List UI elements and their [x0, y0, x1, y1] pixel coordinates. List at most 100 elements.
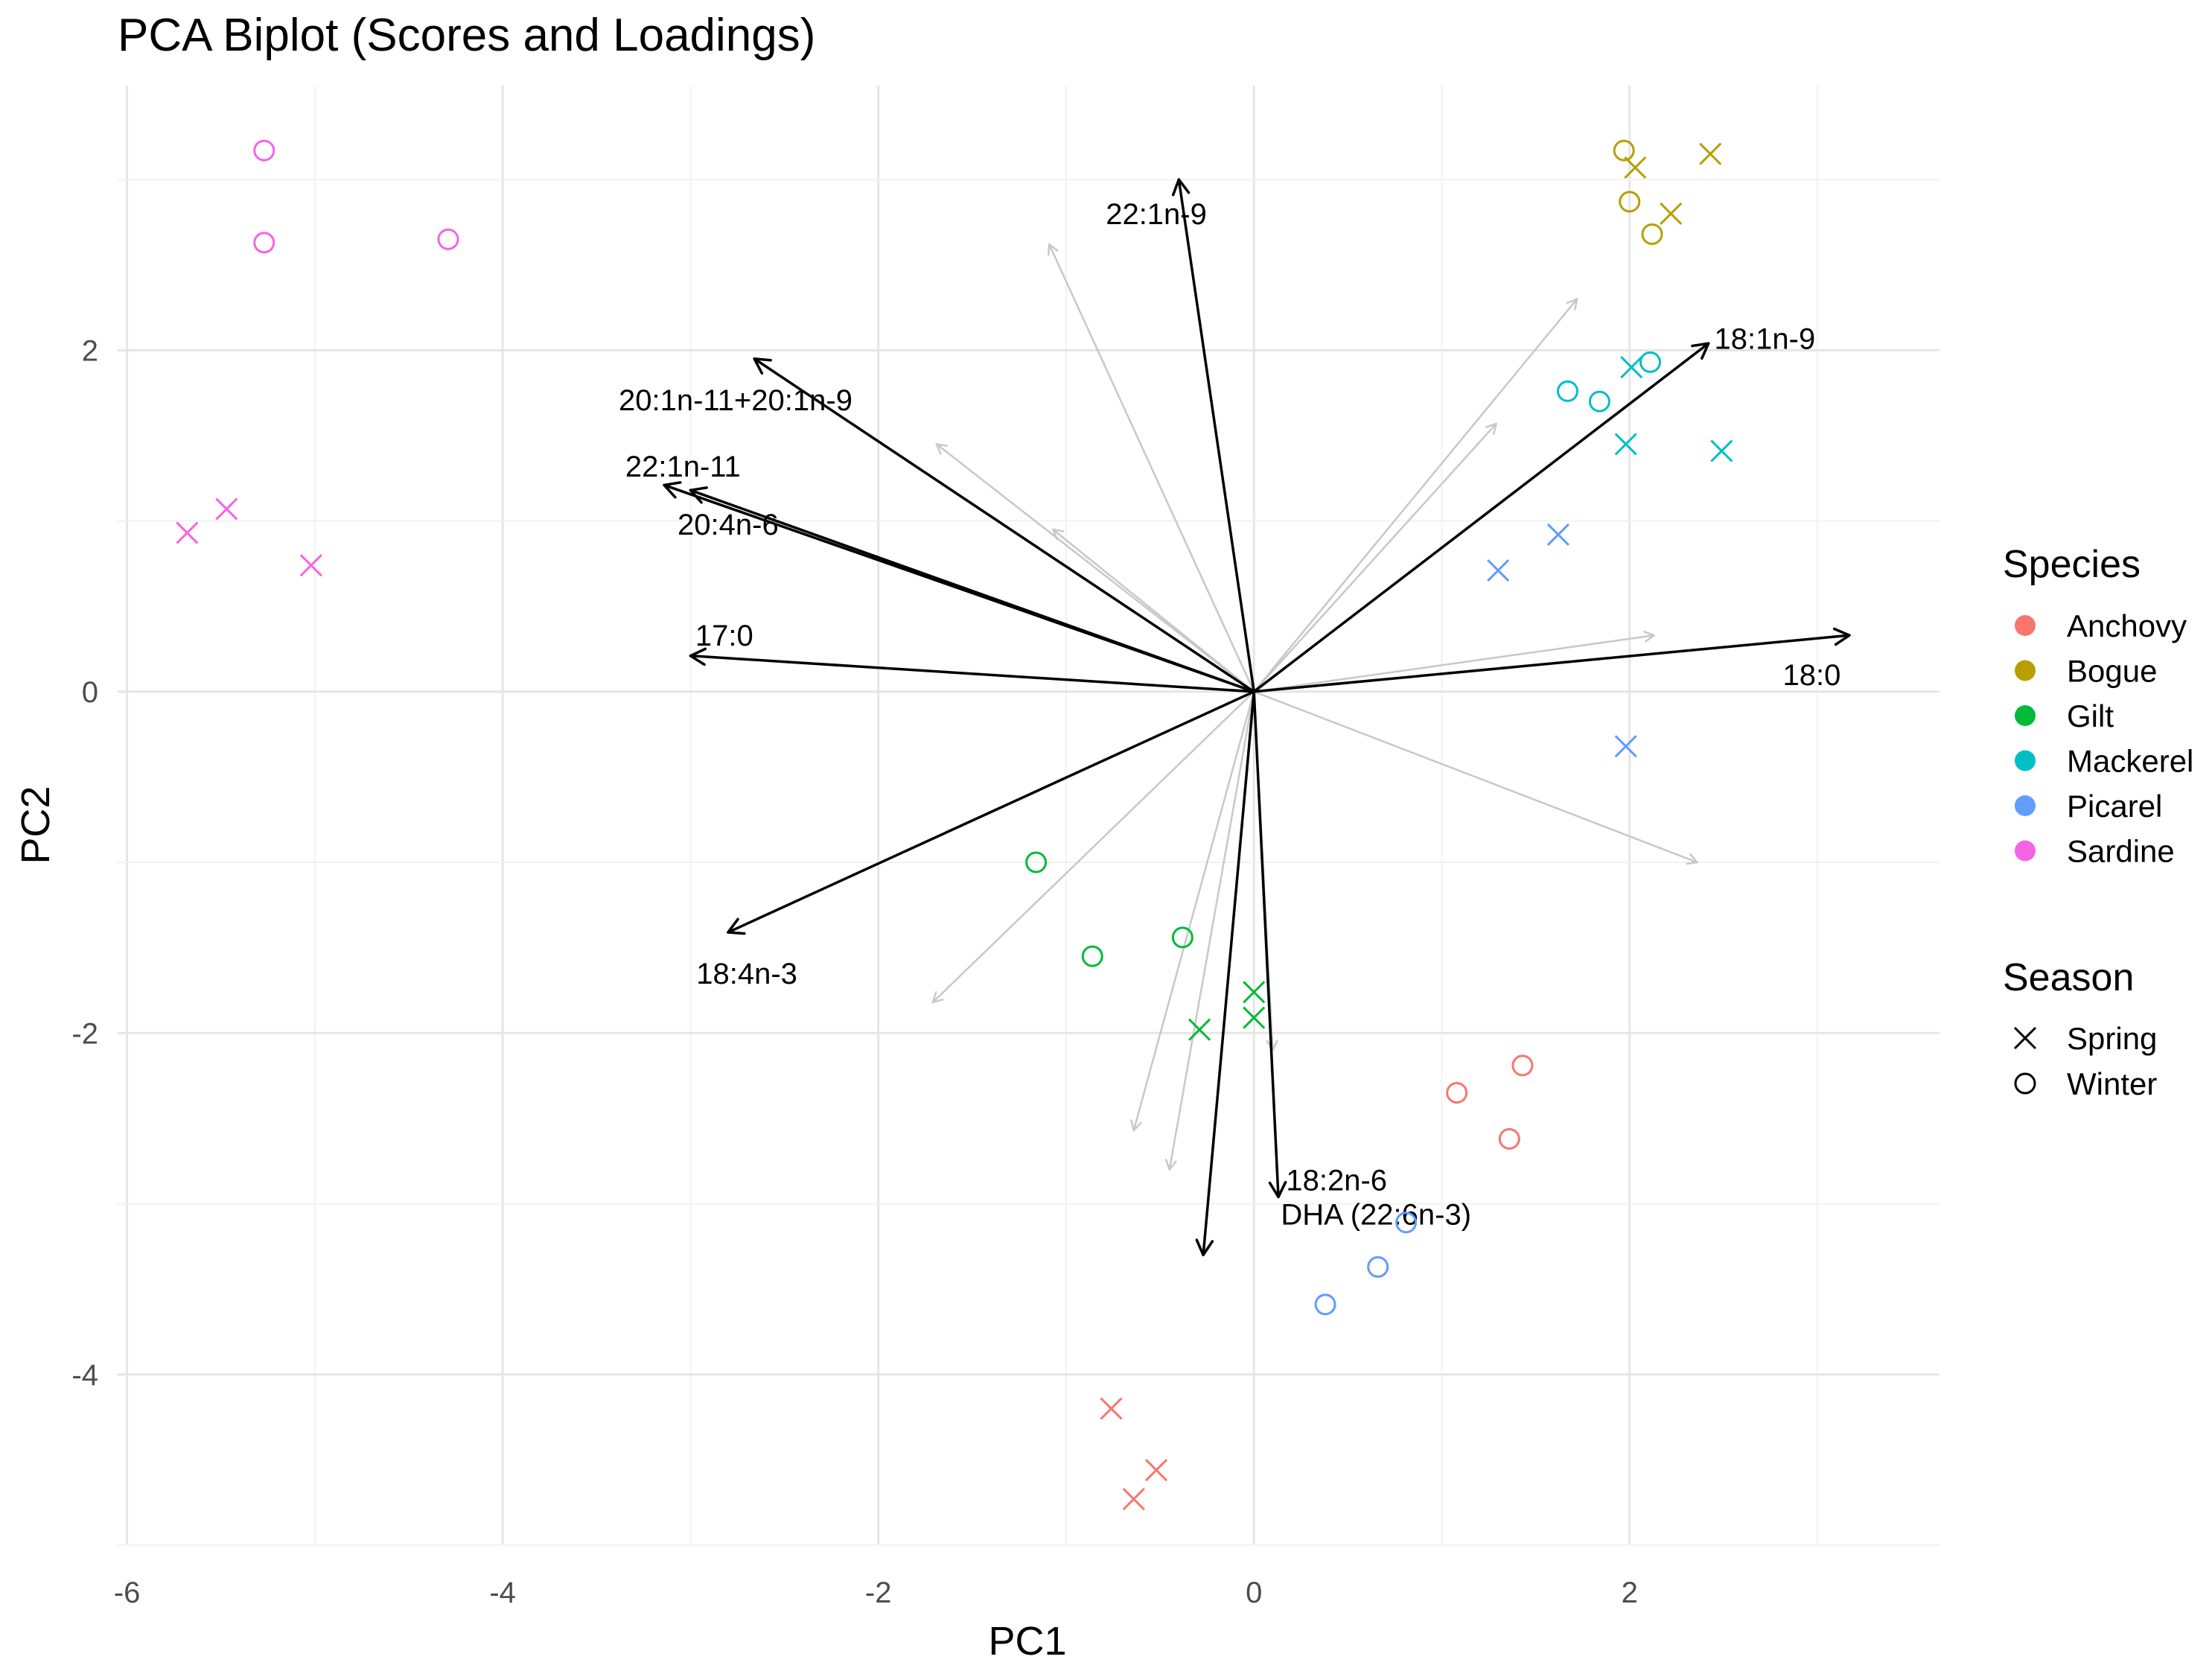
- legend-season-items: Spring Winter: [2013, 1021, 2157, 1101]
- legend-label-anchovy: Anchovy: [2067, 608, 2187, 643]
- score-point-sardine: [437, 228, 459, 250]
- loading-arrow-head: [1691, 342, 1710, 360]
- score-point-gilt: [1025, 851, 1048, 873]
- legend-label-spring: Spring: [2067, 1021, 2157, 1056]
- legend-label-bogue: Bogue: [2067, 654, 2157, 689]
- legend-species-items: Anchovy Bogue Gilt Mackerel Picarel Sardine: [2015, 608, 2193, 869]
- loading-arrow: [753, 357, 1255, 693]
- loading-label: 18:4n-3: [696, 958, 797, 990]
- y-tick-label: 0: [82, 676, 98, 709]
- loading-arrow-minor: [1252, 690, 1698, 864]
- grid: [118, 86, 1940, 1546]
- loading-arrow: [1202, 690, 1255, 1257]
- loading-arrow-head: [1268, 1180, 1287, 1199]
- score-point-picarel: [1487, 558, 1510, 582]
- loading-arrow-head: [753, 357, 772, 375]
- legend-swatch-anchovy: [2015, 615, 2036, 636]
- score-point-bogue: [1624, 156, 1647, 179]
- loading-arrow-head: [727, 917, 746, 935]
- loading-arrow-minor-head: [1052, 528, 1065, 541]
- loading-arrow: [1252, 690, 1280, 1199]
- legend-swatch-mackerel: [2015, 750, 2036, 771]
- score-point-anchovy: [1122, 1488, 1145, 1511]
- loading-arrow-minor-head: [1164, 1159, 1177, 1171]
- loading-arrow-head: [1832, 627, 1851, 646]
- legend-label-gilt: Gilt: [2067, 698, 2114, 733]
- x-tick-label: 0: [1246, 1576, 1262, 1609]
- legend-label-winter: Winter: [2067, 1066, 2157, 1101]
- x-axis-title: PC1: [988, 1619, 1066, 1664]
- y-tick-label: -2: [71, 1017, 98, 1050]
- score-point-gilt: [1171, 926, 1193, 949]
- score-point-anchovy: [1498, 1127, 1520, 1150]
- loading-arrow-minor-head: [1130, 1119, 1142, 1132]
- score-point-sardine: [253, 232, 275, 254]
- score-point-mackerel: [1588, 390, 1610, 413]
- legend-label-sardine: Sardine: [2067, 834, 2175, 869]
- score-point-picarel: [1546, 523, 1569, 546]
- loading-label: 22:1n-11: [625, 451, 741, 483]
- loading-arrow-minor-head: [935, 443, 948, 455]
- chart-title: PCA Biplot (Scores and Loadings): [118, 10, 815, 61]
- loading-arrow: [689, 654, 1255, 693]
- loading-arrow-minor-head: [1485, 422, 1497, 435]
- y-tick-label: 2: [82, 334, 98, 367]
- loading-arrow: [1177, 178, 1255, 693]
- x-tick-label: -2: [865, 1576, 892, 1609]
- loading-arrow-minor: [1052, 528, 1255, 693]
- score-point-gilt: [1243, 981, 1266, 1004]
- x-tick-label: -6: [114, 1576, 141, 1609]
- loading-label: 20:4n-6: [678, 509, 779, 541]
- loading-label: 18:0: [1783, 659, 1841, 692]
- score-point-gilt: [1188, 1018, 1211, 1041]
- loading-arrow: [727, 690, 1255, 934]
- unlabeled-loadings: [931, 243, 1698, 1171]
- x-tick-label: 2: [1622, 1576, 1638, 1609]
- score-point-sardine: [299, 554, 322, 577]
- y-tick-label: -4: [71, 1359, 98, 1392]
- score-point-bogue: [1619, 191, 1641, 213]
- y-axis-title: PC2: [13, 786, 58, 864]
- legend-species-title: Species: [2003, 543, 2141, 586]
- loading-arrow-minor-head: [1266, 1040, 1278, 1051]
- loading-label: 18:2n-6: [1286, 1164, 1387, 1197]
- loading-label: 20:1n-11+20:1n-9: [619, 384, 852, 417]
- score-point-gilt: [1081, 945, 1103, 967]
- loading-arrow-minor: [1168, 690, 1255, 1171]
- loading-label: 18:1n-9: [1715, 322, 1816, 355]
- loading-arrow-minor-head: [1566, 298, 1578, 311]
- legend-swatch-winter: [2014, 1072, 2036, 1095]
- loading-arrow-head: [663, 481, 682, 499]
- loading-arrow-head: [1171, 178, 1191, 197]
- x-tick-label: -4: [489, 1576, 516, 1609]
- loading-arrow: [1252, 634, 1851, 693]
- loading-arrow-head: [689, 486, 708, 504]
- loading-arrow-minor: [1252, 298, 1578, 693]
- score-point-picarel: [1614, 735, 1637, 758]
- loading-arrow-minor: [1048, 243, 1255, 693]
- loading-arrow-minor: [935, 443, 1255, 693]
- loading-label: DHA (22:6n-3): [1281, 1198, 1471, 1231]
- score-point-anchovy: [1446, 1082, 1468, 1104]
- scores: [176, 139, 1733, 1511]
- loading-arrow: [1252, 342, 1710, 693]
- loading-arrow-minor: [931, 690, 1255, 1004]
- loading-arrow-head: [1195, 1238, 1214, 1257]
- loading-arrow-head: [689, 647, 707, 666]
- legend-label-picarel: Picarel: [2067, 789, 2162, 824]
- score-point-sardine: [253, 139, 275, 162]
- score-point-picarel: [1314, 1293, 1336, 1316]
- score-point-anchovy: [1511, 1054, 1534, 1077]
- legend-swatch-bogue: [2015, 660, 2036, 681]
- loading-arrow-minor-head: [1686, 853, 1698, 865]
- loading-arrow-minor: [1132, 690, 1255, 1132]
- legend-swatch-gilt: [2015, 705, 2036, 726]
- score-point-mackerel: [1710, 439, 1733, 462]
- score-point-bogue: [1641, 223, 1663, 245]
- loading-arrow: [689, 488, 1255, 693]
- loading-arrow-minor: [1252, 422, 1497, 693]
- score-point-mackerel: [1557, 380, 1579, 402]
- score-point-mackerel: [1620, 356, 1643, 379]
- loading-label: 17:0: [695, 620, 753, 652]
- score-point-mackerel: [1639, 351, 1662, 373]
